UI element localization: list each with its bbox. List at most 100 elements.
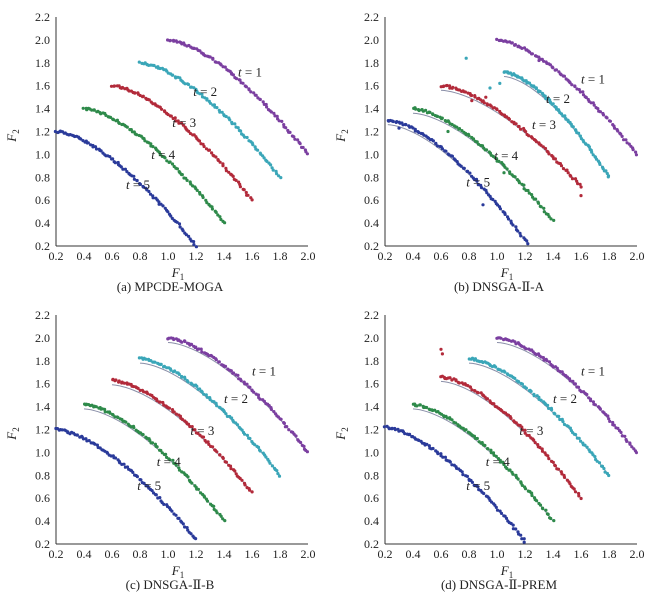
data-point bbox=[233, 469, 237, 473]
y-tick-label: 1.4 bbox=[364, 400, 379, 414]
data-point bbox=[534, 140, 539, 144]
data-point bbox=[523, 431, 527, 435]
data-point bbox=[103, 410, 107, 414]
data-point bbox=[177, 121, 181, 125]
data-point bbox=[585, 445, 589, 449]
data-point bbox=[214, 155, 218, 159]
y-tick-label: 1.0 bbox=[364, 147, 379, 161]
data-point bbox=[271, 168, 275, 172]
data-point bbox=[475, 179, 479, 183]
data-point bbox=[293, 137, 297, 141]
series-label: t = 2 bbox=[553, 391, 577, 406]
x-tick-label: 1.2 bbox=[518, 547, 533, 561]
data-point bbox=[269, 407, 273, 411]
data-point bbox=[571, 379, 575, 383]
data-point bbox=[241, 81, 245, 85]
data-point bbox=[495, 157, 499, 161]
data-point bbox=[598, 110, 602, 114]
data-point bbox=[168, 38, 172, 43]
data-point bbox=[570, 177, 575, 181]
data-point bbox=[538, 503, 543, 507]
data-point bbox=[530, 491, 534, 495]
data-point bbox=[448, 376, 452, 380]
data-point bbox=[171, 73, 175, 77]
data-point bbox=[576, 182, 580, 186]
data-point bbox=[93, 442, 97, 446]
series-label: t = 5 bbox=[137, 478, 161, 493]
data-point bbox=[508, 171, 512, 175]
data-point bbox=[287, 428, 291, 432]
series-t4 bbox=[411, 402, 556, 523]
data-point bbox=[482, 491, 486, 496]
series-t1 bbox=[166, 38, 309, 156]
data-point bbox=[543, 94, 547, 98]
data-point bbox=[566, 424, 570, 428]
data-point bbox=[172, 39, 176, 43]
series-t5 bbox=[54, 426, 198, 541]
data-point bbox=[275, 114, 279, 118]
series-label: t = 2 bbox=[193, 84, 217, 99]
x-tick-label: 0.4 bbox=[406, 547, 421, 561]
y-tick-label: 0.8 bbox=[364, 468, 379, 482]
data-point bbox=[503, 212, 507, 216]
x-tick-label: 0.2 bbox=[378, 547, 393, 561]
data-point bbox=[195, 384, 199, 388]
x-tick-label: 1.0 bbox=[490, 547, 505, 561]
data-point bbox=[559, 164, 564, 168]
data-point bbox=[151, 196, 155, 200]
data-point bbox=[483, 443, 487, 448]
data-point bbox=[463, 90, 467, 94]
data-point bbox=[550, 408, 554, 412]
data-point bbox=[285, 425, 289, 429]
data-point bbox=[284, 126, 288, 130]
data-point bbox=[245, 433, 249, 437]
data-point bbox=[158, 400, 162, 404]
data-point bbox=[244, 85, 248, 89]
data-point bbox=[219, 514, 223, 518]
data-point bbox=[246, 193, 250, 197]
data-point bbox=[208, 55, 212, 59]
data-point bbox=[630, 445, 634, 449]
x-tick-label: 2.0 bbox=[630, 249, 645, 263]
data-point bbox=[468, 171, 472, 175]
data-point bbox=[183, 82, 187, 86]
data-point bbox=[395, 120, 399, 124]
data-point bbox=[607, 473, 611, 478]
data-point bbox=[613, 126, 617, 130]
data-point bbox=[497, 159, 501, 163]
data-point bbox=[231, 371, 236, 375]
data-point bbox=[188, 424, 192, 429]
data-point bbox=[272, 410, 276, 414]
data-point bbox=[514, 421, 518, 425]
outlier-point bbox=[498, 81, 502, 85]
outlier-point bbox=[440, 352, 444, 356]
data-point bbox=[198, 49, 202, 53]
data-point bbox=[180, 173, 184, 177]
data-point bbox=[578, 90, 582, 94]
x-tick-label: 0.4 bbox=[77, 547, 92, 561]
x-tick-label: 0.6 bbox=[434, 249, 449, 263]
data-point bbox=[183, 525, 187, 529]
true-front-line bbox=[387, 124, 529, 244]
data-point bbox=[561, 167, 566, 171]
series-t4 bbox=[412, 106, 556, 222]
data-point bbox=[606, 414, 610, 418]
data-point bbox=[279, 176, 283, 180]
data-point bbox=[425, 442, 429, 446]
data-point bbox=[215, 450, 219, 454]
data-point bbox=[258, 397, 262, 401]
data-point bbox=[174, 513, 178, 517]
data-point bbox=[125, 170, 129, 174]
data-point bbox=[514, 122, 518, 126]
data-point bbox=[173, 116, 177, 120]
data-point bbox=[234, 178, 238, 182]
data-point bbox=[573, 382, 577, 386]
data-point bbox=[277, 474, 282, 478]
data-point bbox=[108, 411, 112, 415]
data-point bbox=[390, 426, 394, 430]
data-point bbox=[245, 135, 249, 140]
data-point bbox=[159, 448, 163, 453]
data-point bbox=[560, 472, 564, 476]
data-point bbox=[444, 149, 448, 153]
data-point bbox=[572, 487, 576, 491]
